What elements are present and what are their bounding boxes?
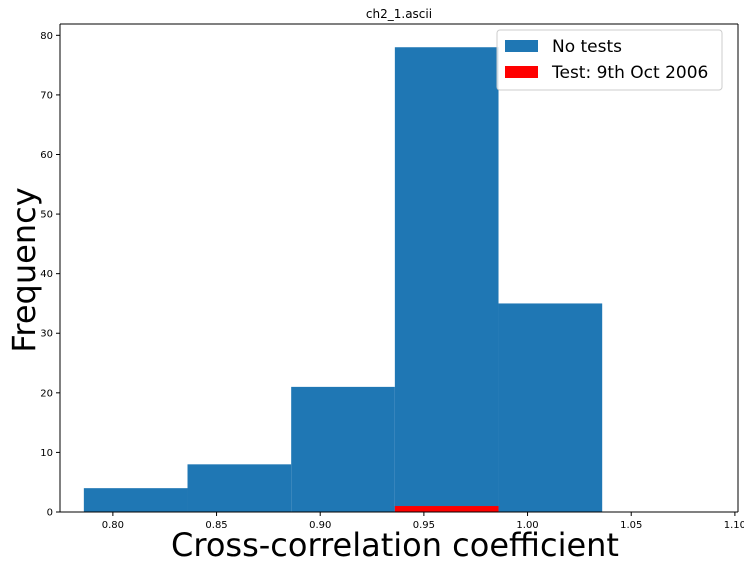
y-tick-label: 40 xyxy=(40,269,53,280)
x-tick-label: 1.10 xyxy=(724,520,744,531)
bar-series-0-bin-1 xyxy=(187,464,292,512)
bar-series-0-bin-2 xyxy=(291,386,395,512)
legend-swatch-1 xyxy=(505,66,538,78)
y-tick-label: 70 xyxy=(40,90,53,101)
x-tick-label: 0.95 xyxy=(413,520,435,531)
legend-label-1: Test: 9th Oct 2006 xyxy=(551,63,708,83)
bar-series-0-bin-3 xyxy=(394,47,499,512)
bar-series-0-bin-0 xyxy=(83,488,188,512)
legend-label-0: No tests xyxy=(552,37,622,57)
axes xyxy=(59,23,739,513)
y-tick-label: 0 xyxy=(47,508,53,519)
y-axis-label: Frequency xyxy=(5,187,43,352)
bar-series-1-bin-0 xyxy=(394,506,499,512)
chart-title: ch2_1.ascii xyxy=(366,7,432,21)
x-tick-label: 0.90 xyxy=(309,520,331,531)
y-tick-label: 30 xyxy=(40,329,53,340)
bar-series-0-bin-4 xyxy=(498,303,603,512)
legend-frame xyxy=(496,29,723,91)
x-tick-label: 1.05 xyxy=(620,520,642,531)
y-tick-label: 20 xyxy=(40,388,53,399)
legend-swatch-0 xyxy=(505,40,538,52)
x-tick-label: 1.00 xyxy=(516,520,538,531)
x-axis-ticks: 0.80 0.85 0.90 0.95 1.00 1.05 1.10 xyxy=(102,512,744,531)
x-tick-label: 0.80 xyxy=(102,520,124,531)
y-tick-label: 80 xyxy=(40,31,53,42)
x-axis-label: Cross-correlation coefficient xyxy=(171,526,619,564)
x-tick-label: 0.85 xyxy=(205,520,227,531)
y-tick-label: 60 xyxy=(40,150,53,161)
y-tick-label: 50 xyxy=(40,210,53,221)
bars-layer xyxy=(83,47,603,512)
y-axis-ticks: 0 10 20 30 40 50 60 70 80 xyxy=(40,31,60,519)
y-tick-label: 10 xyxy=(40,448,53,459)
legend: No tests Test: 9th Oct 2006 xyxy=(496,29,723,91)
